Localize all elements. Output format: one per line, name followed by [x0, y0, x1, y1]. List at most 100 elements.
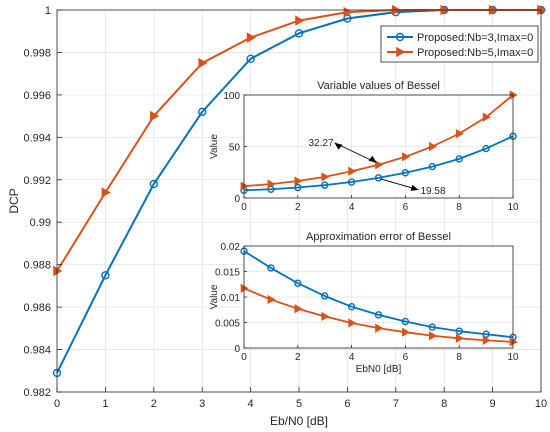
y-axis-label: Value [209, 134, 220, 159]
chart-title: Variable values of Bessel [317, 80, 440, 92]
x-tick-label: 4 [349, 202, 355, 213]
series-2-point [455, 333, 464, 343]
legend-swatch-marker [396, 46, 406, 58]
x-tick-label: 0 [241, 202, 247, 213]
series-2-point [428, 331, 438, 341]
x-tick-label: 2 [295, 352, 301, 363]
x-tick-label: 10 [507, 202, 519, 213]
y-tick-label: 0.988 [23, 260, 51, 272]
legend-entry: Proposed:Nb=3,Imax=0 [417, 32, 533, 44]
x-tick-label: 9 [490, 398, 496, 410]
series-2-point [294, 304, 303, 314]
x-tick-label: 5 [296, 398, 302, 410]
y-tick-label: 50 [229, 143, 241, 154]
y-axis-label: Value [209, 284, 220, 309]
series-1-point [401, 169, 410, 177]
series-1-point [294, 183, 302, 192]
series-2-point [402, 152, 411, 162]
x-tick-label: 4 [248, 398, 254, 410]
series-2-point [375, 323, 384, 333]
series-1-point [267, 264, 275, 272]
series-1-point [482, 330, 490, 338]
series-2-point [348, 166, 357, 176]
x-tick-label: 8 [441, 398, 447, 410]
x-tick-label: 4 [349, 352, 355, 363]
series-1-point [428, 162, 436, 171]
y-tick-label: 0 [234, 344, 240, 355]
series-1-line [243, 135, 514, 192]
x-tick-label: 8 [456, 202, 462, 213]
y-axis-label: DCP [7, 188, 21, 213]
series-2-point [267, 294, 276, 305]
x-tick-label: 3 [199, 398, 205, 410]
y-tick-label: 0.996 [23, 90, 51, 102]
series-2-point [101, 187, 111, 198]
y-tick-label: 0.982 [23, 387, 51, 399]
series-1-point [294, 279, 302, 287]
series-2-point [402, 327, 411, 337]
annotation-label: 32.27 [309, 138, 334, 149]
series-1-point [428, 323, 436, 331]
series-1-point [197, 107, 207, 117]
series-1-point [321, 181, 329, 189]
x-tick-label: 0 [54, 398, 60, 410]
series-2-point [198, 57, 208, 69]
series-2-point [321, 311, 330, 321]
y-tick-label: 1 [45, 5, 51, 17]
annotation-arrowhead [368, 155, 377, 163]
y-tick-label: 0.005 [215, 319, 240, 330]
x-tick-label: 6 [344, 398, 350, 410]
series-1-point [347, 178, 356, 186]
series-1-point [321, 292, 329, 300]
series-1-point [101, 271, 110, 280]
x-tick-label: 10 [535, 398, 547, 410]
chart-1: 0 1 2 3 4 5 6 7 8 9 100.9820.9840.9860.9880.990.99… [7, 4, 547, 428]
legend-entry: Proposed:Nb=5,Imax=0 [417, 47, 533, 59]
series-1-point [374, 311, 383, 319]
series-2-point [348, 318, 357, 328]
series-2-point [455, 129, 464, 139]
series-2-point [150, 110, 160, 122]
x-tick-label: 2 [151, 398, 157, 410]
y-tick-label: 0.01 [221, 293, 241, 304]
series-2-point [294, 176, 303, 186]
x-axis-label: Eb/N0 [dB] [270, 414, 328, 428]
series-1-point [455, 327, 463, 335]
y-tick-label: 0.02 [221, 242, 241, 253]
x-axis-label: EbN0 [dB] [356, 364, 402, 375]
series-1-point [347, 302, 356, 311]
series-2-point [509, 337, 518, 347]
annotation-label: 19.58 [421, 186, 446, 197]
x-tick-label: 10 [507, 352, 519, 363]
y-tick-label: 0.986 [23, 302, 51, 314]
series-2-point [53, 265, 63, 277]
legend-box [380, 25, 539, 63]
series-1-point [149, 179, 159, 189]
x-tick-label: 8 [456, 352, 462, 363]
series-2-point [267, 179, 276, 189]
legend: Proposed:Nb=3,Imax=0 Proposed:Nb=5,Imax=0 [380, 25, 539, 63]
series-1-point [482, 144, 490, 153]
series-2-point [321, 172, 330, 182]
x-tick-label: 6 [403, 352, 409, 363]
annotation-arrowhead [334, 142, 343, 150]
series-2-point [482, 335, 491, 345]
x-tick-label: 6 [403, 202, 409, 213]
series-2-point [240, 181, 249, 191]
series-1-point [374, 174, 383, 182]
series-2-point [428, 141, 438, 152]
y-tick-label: 0.992 [23, 175, 51, 187]
series-2-point [482, 112, 491, 122]
annotation-arrow [334, 142, 377, 164]
y-tick-label: 0.998 [23, 47, 51, 59]
series-2-point [375, 160, 384, 170]
series-1-point [294, 29, 304, 38]
y-tick-label: 0.015 [215, 268, 240, 279]
annotation-arrowhead [410, 184, 419, 191]
series-2-point [246, 32, 256, 43]
y-tick-label: 0.994 [23, 132, 51, 144]
y-tick-label: 100 [223, 91, 240, 102]
series-1-point [246, 54, 255, 64]
y-tick-label: 0.984 [23, 345, 51, 357]
